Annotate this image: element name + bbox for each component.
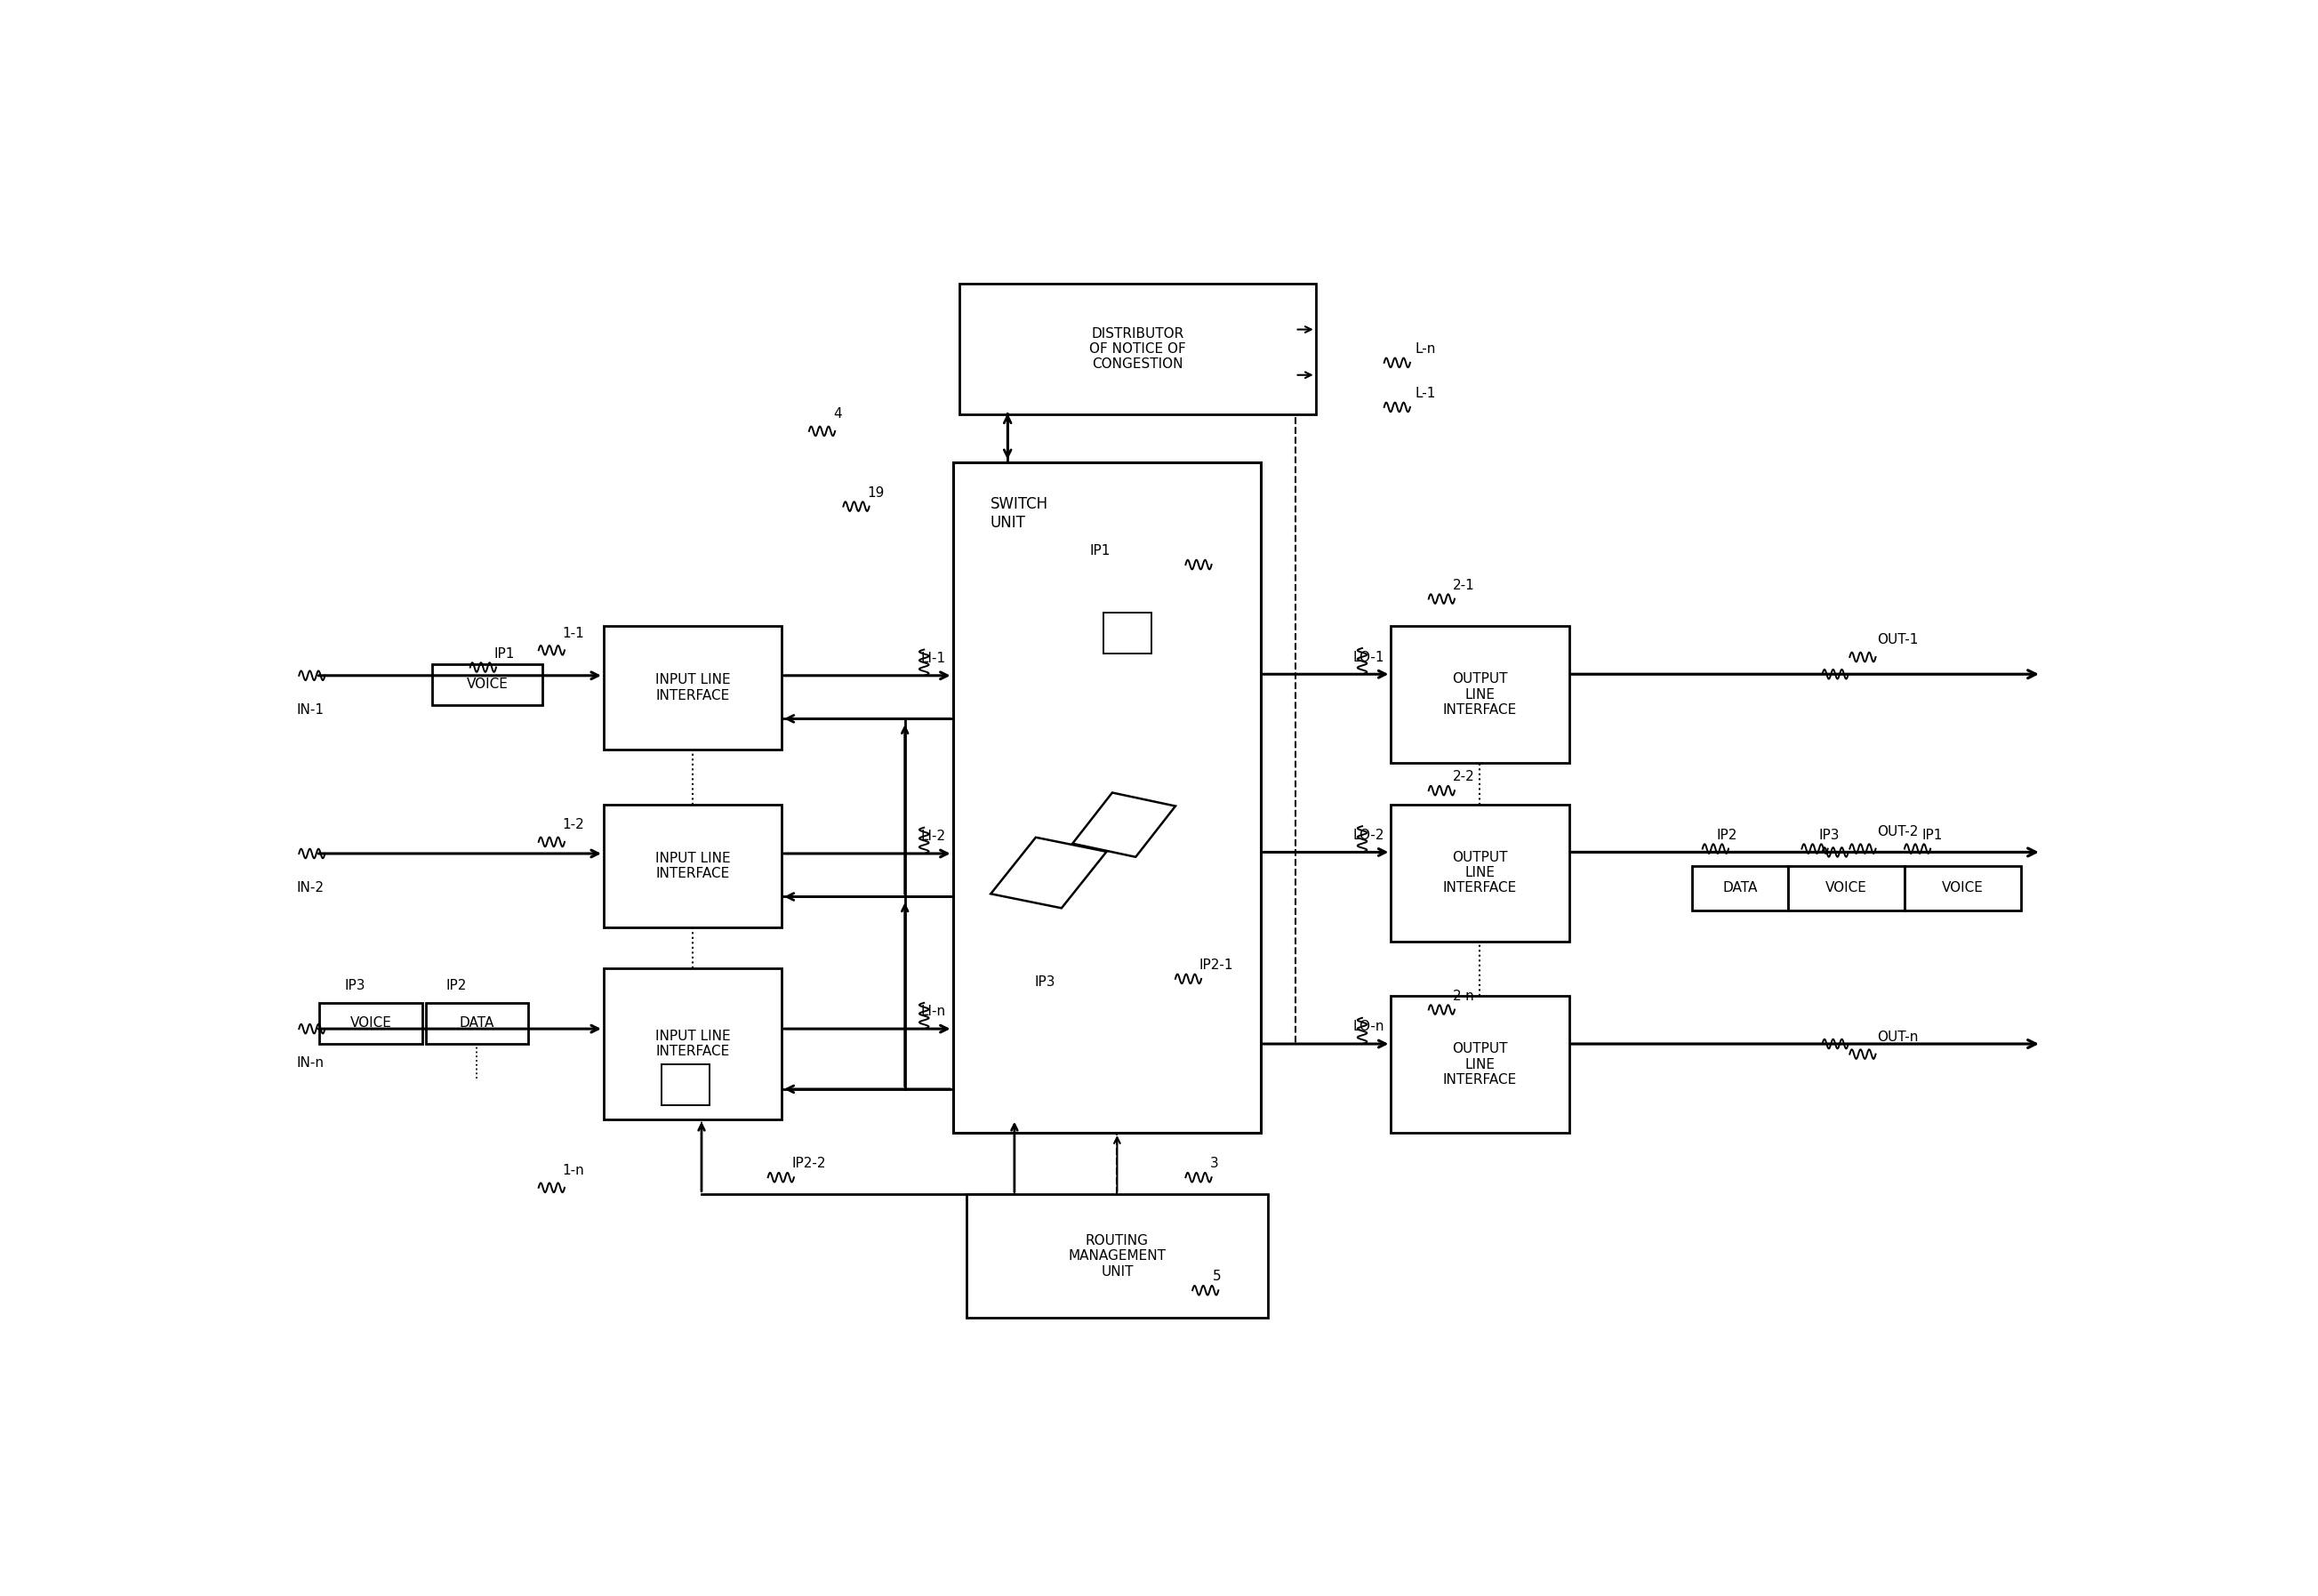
Text: IN-2: IN-2 bbox=[297, 881, 325, 894]
Text: 1-2: 1-2 bbox=[563, 819, 584, 832]
Text: LI-2: LI-2 bbox=[920, 830, 946, 843]
Text: DATA: DATA bbox=[1722, 881, 1757, 895]
Text: 5: 5 bbox=[1212, 1270, 1222, 1283]
FancyBboxPatch shape bbox=[1391, 804, 1569, 942]
FancyBboxPatch shape bbox=[1787, 867, 1905, 910]
Text: SWITCH
UNIT: SWITCH UNIT bbox=[990, 496, 1048, 531]
FancyBboxPatch shape bbox=[603, 969, 781, 1119]
FancyBboxPatch shape bbox=[320, 1002, 422, 1044]
Text: VOICE: VOICE bbox=[1824, 881, 1866, 895]
Text: IP2: IP2 bbox=[445, 978, 466, 993]
Text: LO-1: LO-1 bbox=[1354, 651, 1384, 664]
Text: OUT-1: OUT-1 bbox=[1878, 634, 1919, 646]
Text: IN-1: IN-1 bbox=[297, 704, 325, 717]
Text: ROUTING
MANAGEMENT
UNIT: ROUTING MANAGEMENT UNIT bbox=[1069, 1234, 1166, 1278]
Text: 2-2: 2-2 bbox=[1453, 771, 1474, 784]
Text: VOICE: VOICE bbox=[466, 678, 508, 691]
Text: IP2-2: IP2-2 bbox=[793, 1157, 825, 1170]
Text: IP1: IP1 bbox=[1089, 544, 1110, 557]
Text: OUTPUT
LINE
INTERFACE: OUTPUT LINE INTERFACE bbox=[1444, 672, 1516, 717]
Text: L-1: L-1 bbox=[1414, 386, 1435, 401]
Text: 3: 3 bbox=[1210, 1157, 1219, 1170]
Text: DATA: DATA bbox=[459, 1017, 494, 1029]
FancyBboxPatch shape bbox=[1391, 626, 1569, 763]
Text: IP1: IP1 bbox=[494, 646, 515, 661]
FancyBboxPatch shape bbox=[1391, 996, 1569, 1133]
FancyBboxPatch shape bbox=[433, 664, 542, 705]
Text: LI-n: LI-n bbox=[920, 1005, 946, 1018]
FancyBboxPatch shape bbox=[603, 804, 781, 927]
Text: IP1: IP1 bbox=[1922, 828, 1942, 841]
Text: LO-2: LO-2 bbox=[1354, 828, 1384, 841]
FancyBboxPatch shape bbox=[960, 284, 1317, 413]
Text: DISTRIBUTOR
OF NOTICE OF
CONGESTION: DISTRIBUTOR OF NOTICE OF CONGESTION bbox=[1089, 327, 1187, 372]
Text: OUTPUT
LINE
INTERFACE: OUTPUT LINE INTERFACE bbox=[1444, 851, 1516, 895]
Text: IP3: IP3 bbox=[1034, 975, 1057, 990]
Text: 1-n: 1-n bbox=[563, 1163, 584, 1178]
Text: 4: 4 bbox=[832, 407, 841, 421]
Text: IP2: IP2 bbox=[1715, 828, 1736, 841]
Text: INPUT LINE
INTERFACE: INPUT LINE INTERFACE bbox=[656, 852, 730, 881]
Text: 19: 19 bbox=[867, 487, 885, 500]
Text: OUT-2: OUT-2 bbox=[1878, 825, 1919, 838]
Polygon shape bbox=[1073, 793, 1175, 857]
FancyBboxPatch shape bbox=[967, 1194, 1268, 1318]
Text: IP3: IP3 bbox=[1820, 828, 1840, 841]
Text: IN-n: IN-n bbox=[297, 1057, 325, 1069]
FancyBboxPatch shape bbox=[603, 626, 781, 750]
Text: OUTPUT
LINE
INTERFACE: OUTPUT LINE INTERFACE bbox=[1444, 1042, 1516, 1087]
FancyBboxPatch shape bbox=[663, 1065, 709, 1106]
Text: VOICE: VOICE bbox=[350, 1017, 392, 1029]
Text: LO-n: LO-n bbox=[1354, 1020, 1384, 1034]
Text: LI-1: LI-1 bbox=[920, 651, 946, 666]
Polygon shape bbox=[990, 838, 1106, 908]
FancyBboxPatch shape bbox=[1905, 867, 2021, 910]
FancyBboxPatch shape bbox=[953, 461, 1261, 1133]
Text: VOICE: VOICE bbox=[1942, 881, 1984, 895]
Text: OUT-n: OUT-n bbox=[1878, 1031, 1919, 1044]
FancyBboxPatch shape bbox=[1692, 867, 1787, 910]
Text: L-n: L-n bbox=[1414, 342, 1435, 356]
FancyBboxPatch shape bbox=[427, 1002, 529, 1044]
Text: 2-1: 2-1 bbox=[1453, 578, 1474, 592]
Text: 1-1: 1-1 bbox=[563, 627, 584, 640]
Text: IP3: IP3 bbox=[345, 978, 366, 993]
Text: INPUT LINE
INTERFACE: INPUT LINE INTERFACE bbox=[656, 674, 730, 702]
Text: 2-n: 2-n bbox=[1453, 990, 1474, 1002]
Text: IP2-1: IP2-1 bbox=[1198, 959, 1233, 972]
FancyBboxPatch shape bbox=[1103, 613, 1152, 654]
Text: INPUT LINE
INTERFACE: INPUT LINE INTERFACE bbox=[656, 1029, 730, 1058]
